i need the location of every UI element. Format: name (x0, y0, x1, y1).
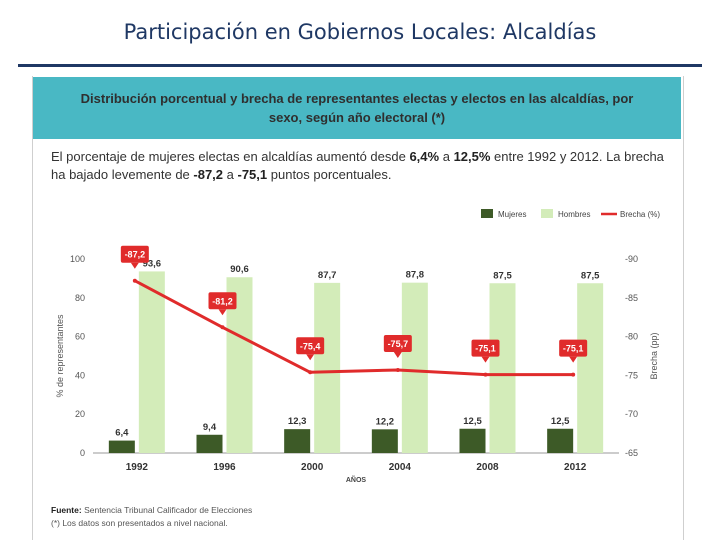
bar-label-mujeres-1992: 6,4 (115, 428, 129, 439)
bar-mujeres-2004 (371, 429, 398, 453)
chart-title-line2: sexo, según año electoral (*) (268, 110, 446, 125)
x-axis-title: AÑOS (346, 475, 367, 484)
legend-label-mujeres: Mujeres (498, 210, 526, 219)
bar-mujeres-1996 (196, 434, 223, 453)
bar-label-hombres-2000: 87,7 (318, 270, 337, 281)
title-divider (18, 64, 702, 67)
chart-footer: Fuente: Sentencia Tribunal Calificador d… (51, 504, 451, 530)
summary-text: puntos porcentuales. (267, 167, 392, 182)
source-line: Fuente: Sentencia Tribunal Calificador d… (51, 504, 451, 517)
bar-mujeres-1992 (108, 440, 135, 453)
brecha-point-2000 (308, 370, 313, 375)
brecha-callout-pointer (306, 354, 315, 361)
brecha-callout-2004 (383, 334, 412, 352)
x-tick-label-1996: 1996 (213, 462, 236, 473)
bar-label-mujeres-2000: 12,3 (288, 416, 307, 427)
summary-text: El porcentaje de mujeres electas en alca… (51, 149, 410, 164)
bar-hombres-2000 (314, 282, 341, 453)
bar-label-mujeres-2012: 12,5 (551, 416, 570, 427)
brecha-callout-pointer (569, 356, 578, 363)
bar-hombres-1992 (138, 271, 165, 453)
y-tick-label: 0 (80, 448, 85, 458)
brecha-label-2000: -75,4 (300, 341, 321, 351)
brecha-point-1996 (220, 325, 225, 330)
brecha-callout-1992 (120, 245, 149, 263)
summary-value: -75,1 (237, 167, 268, 182)
y-tick-label: 60 (75, 332, 85, 342)
legend-label-brecha: Brecha (%) (620, 210, 660, 219)
brecha-label-1992: -87,2 (125, 250, 146, 260)
y2-tick-label: -80 (625, 332, 638, 342)
brecha-callout-pointer (393, 351, 402, 358)
y-tick-label: 20 (75, 409, 85, 419)
bar-label-hombres-2008: 87,5 (493, 270, 512, 281)
summary-text: a (439, 149, 454, 164)
summary-value: 12,5% (453, 149, 491, 164)
bar-label-mujeres-2008: 12,5 (463, 416, 482, 427)
summary-value: 6,4% (409, 149, 440, 164)
chart-header: Distribución porcentual y brecha de repr… (33, 77, 681, 139)
brecha-point-2004 (395, 367, 400, 372)
y-axis-title: % de representantes (55, 314, 65, 398)
y2-tick-label: -75 (625, 370, 638, 380)
x-tick-label-2012: 2012 (564, 462, 587, 473)
x-tick-label-1992: 1992 (126, 462, 149, 473)
y-tick-label: 100 (70, 254, 85, 264)
bar-label-mujeres-1996: 9,4 (203, 422, 217, 433)
y-tick-label: 80 (75, 293, 85, 303)
bar-label-mujeres-2004: 12,2 (376, 416, 395, 427)
brecha-point-2012 (571, 372, 576, 377)
chart-title-line1: Distribución porcentual y brecha de repr… (80, 91, 634, 106)
y-tick-label: 40 (75, 370, 85, 380)
brecha-callout-1996 (208, 292, 237, 310)
bar-hombres-2008 (489, 283, 516, 453)
x-tick-label-2008: 2008 (476, 462, 499, 473)
bar-line-chart: Mujeres Hombres Brecha (%) 0 20 40 60 80 100 -65 -… (55, 209, 660, 484)
y2-tick-label: -90 (625, 254, 638, 264)
bar-hombres-2004 (401, 282, 428, 453)
y2-tick-label: -65 (625, 448, 638, 458)
bar-mujeres-2012 (547, 428, 574, 453)
bar-label-hombres-2012: 87,5 (581, 270, 600, 281)
x-tick-label-2004: 2004 (389, 462, 412, 473)
bar-hombres-2012 (577, 283, 604, 453)
brecha-callout-pointer (130, 262, 139, 269)
slide-title: Participación en Gobiernos Locales: Alca… (123, 20, 597, 44)
bar-mujeres-2000 (284, 429, 311, 453)
brecha-point-1992 (132, 278, 137, 283)
y2-tick-label: -70 (625, 409, 638, 419)
brecha-label-2008: -75,1 (475, 344, 496, 354)
chart-summary: El porcentaje de mujeres electas en alca… (51, 148, 671, 184)
bar-mujeres-2008 (459, 428, 486, 453)
legend-swatch-hombres (541, 209, 553, 218)
y2-axis-title: Brecha (pp) (649, 332, 659, 379)
legend-label-hombres: Hombres (558, 210, 590, 219)
brecha-callout-2012 (559, 339, 588, 357)
legend-swatch-mujeres (481, 209, 493, 218)
y2-tick-label: -85 (625, 293, 638, 303)
brecha-point-2008 (483, 372, 488, 377)
brecha-callout-2008 (471, 339, 500, 357)
summary-text: entre 1992 y 2012. La brecha ha bajado l… (51, 149, 664, 182)
summary-text: a (223, 167, 238, 182)
brecha-callout-pointer (481, 356, 490, 363)
source-label: Fuente: (51, 505, 82, 515)
brecha-callout-pointer (218, 309, 227, 316)
brecha-label-2012: -75,1 (563, 344, 584, 354)
bar-label-hombres-2004: 87,8 (406, 270, 425, 281)
summary-value: -87,2 (193, 167, 224, 182)
brecha-label-1996: -81,2 (212, 296, 233, 306)
brecha-callout-2000 (296, 337, 325, 355)
bar-label-hombres-1996: 90,6 (230, 264, 249, 275)
x-tick-label-2000: 2000 (301, 462, 324, 473)
bar-label-hombres-1992: 93,6 (143, 258, 162, 269)
footnote: (*) Los datos son presentados a nivel na… (51, 518, 228, 528)
brecha-line (134, 279, 574, 377)
source-text: Sentencia Tribunal Calificador de Elecci… (81, 505, 253, 515)
brecha-label-2004: -75,7 (388, 339, 409, 349)
